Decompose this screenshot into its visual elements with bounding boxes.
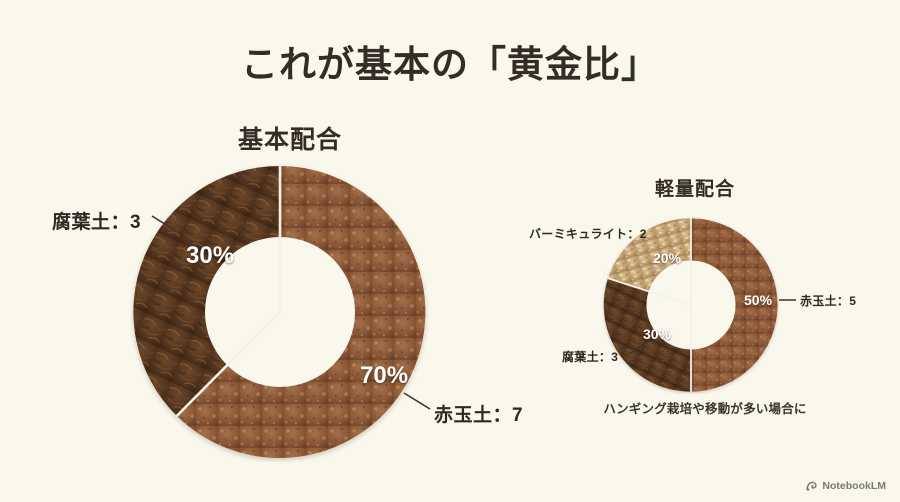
callout-basic-fuyodo: 腐葉土：3 [52, 212, 142, 233]
notebooklm-watermark: NotebookLM [806, 480, 886, 492]
callout-basic-akadama: 赤玉土：7 [434, 405, 524, 426]
callout-light-akadama: 赤玉土：5 [800, 294, 857, 308]
page-title: これが基本の「黄金比」 [241, 44, 659, 85]
notebooklm-label: NotebookLM [822, 480, 886, 492]
chart-title-light: 軽量配合 [654, 179, 735, 200]
chart-caption-light: ハンギング栽培や移動が多い場合に [603, 402, 807, 416]
notebooklm-logo-icon [806, 480, 818, 492]
donut-chart-basic [130, 162, 430, 462]
callout-light-fuyodo: 腐葉土：3 [562, 350, 619, 364]
callout-light-vermiculite: バーミキュライト：2 [529, 227, 647, 241]
donut-chart-light [602, 216, 780, 394]
chart-title-basic: 基本配合 [237, 126, 342, 154]
